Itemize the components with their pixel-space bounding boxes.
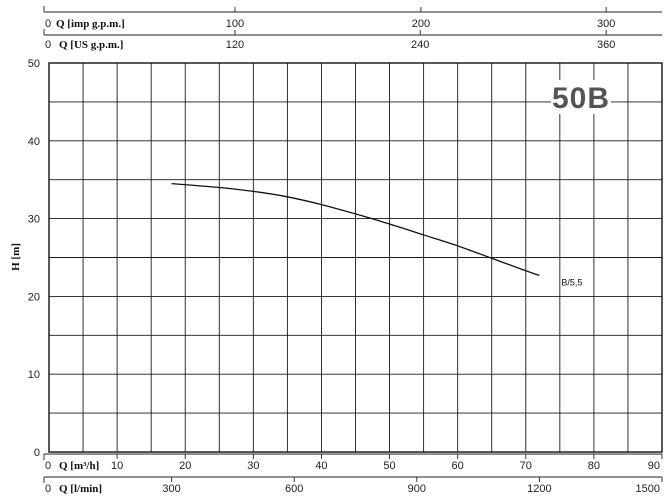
y-tick-label: 40 xyxy=(28,136,40,148)
tick-label-m3h: 50 xyxy=(383,460,395,472)
series-line xyxy=(171,182,540,277)
y-axis: 0 10 20 30 40 50 xyxy=(28,58,40,459)
tick-label-us: 240 xyxy=(411,39,429,51)
tick-label-m3h: 90 xyxy=(648,460,660,472)
model-badge: 50B xyxy=(551,80,611,115)
y-tick-label: 30 xyxy=(28,214,40,226)
y-tick-label: 10 xyxy=(28,369,40,381)
tick-label-lmin: 1500 xyxy=(636,483,660,495)
tick-label-lmin: 300 xyxy=(162,483,180,495)
axis-title-m3h: Q [m³/h] xyxy=(59,460,99,472)
axis-title-imp: Q [imp g.p.m.] xyxy=(56,18,125,30)
axis-zero-lmin: 0 xyxy=(45,483,51,495)
axis-title-us: Q [US g.p.m.] xyxy=(59,39,123,51)
tick-label-m3h: 10 xyxy=(111,460,123,472)
tick-label-lmin: 900 xyxy=(408,483,426,495)
y-tick-label: 50 xyxy=(28,58,40,70)
tick-label-lmin: 1200 xyxy=(527,483,551,495)
axis-zero-imp: 0 xyxy=(45,18,51,30)
top-axes: 0 Q [imp g.p.m.] 100 200 300 0 Q [US g.p.m.] 12… xyxy=(43,6,662,51)
tick-label-lmin: 600 xyxy=(285,483,303,495)
tick-label-m3h: 80 xyxy=(588,460,600,472)
model-badge-text: 50B xyxy=(552,82,610,115)
tick-label-m3h: 20 xyxy=(179,460,191,472)
tick-label-us: 360 xyxy=(597,39,615,51)
series-label: B/5,5 xyxy=(561,277,582,287)
tick-label-m3h: 60 xyxy=(452,460,464,472)
y-tick-label: 0 xyxy=(34,447,40,459)
tick-label-m3h: 40 xyxy=(315,460,327,472)
grid-layer xyxy=(49,63,662,452)
series-layer: B/5,5 xyxy=(171,182,582,287)
plot-frame xyxy=(48,62,663,453)
tick-label-m3h: 30 xyxy=(247,460,259,472)
axis-title-lmin: Q [l/min] xyxy=(59,483,102,495)
y-axis-label: H [m] xyxy=(10,243,22,271)
tick-label-us: 120 xyxy=(226,39,244,51)
tick-label-m3h: 70 xyxy=(520,460,532,472)
axis-zero-us: 0 xyxy=(45,39,51,51)
tick-label-imp: 300 xyxy=(597,18,615,30)
tick-label-imp: 200 xyxy=(412,18,430,30)
y-tick-label: 20 xyxy=(28,291,40,303)
axis-zero-m3h: 0 xyxy=(45,460,51,472)
tick-label-imp: 100 xyxy=(226,18,244,30)
